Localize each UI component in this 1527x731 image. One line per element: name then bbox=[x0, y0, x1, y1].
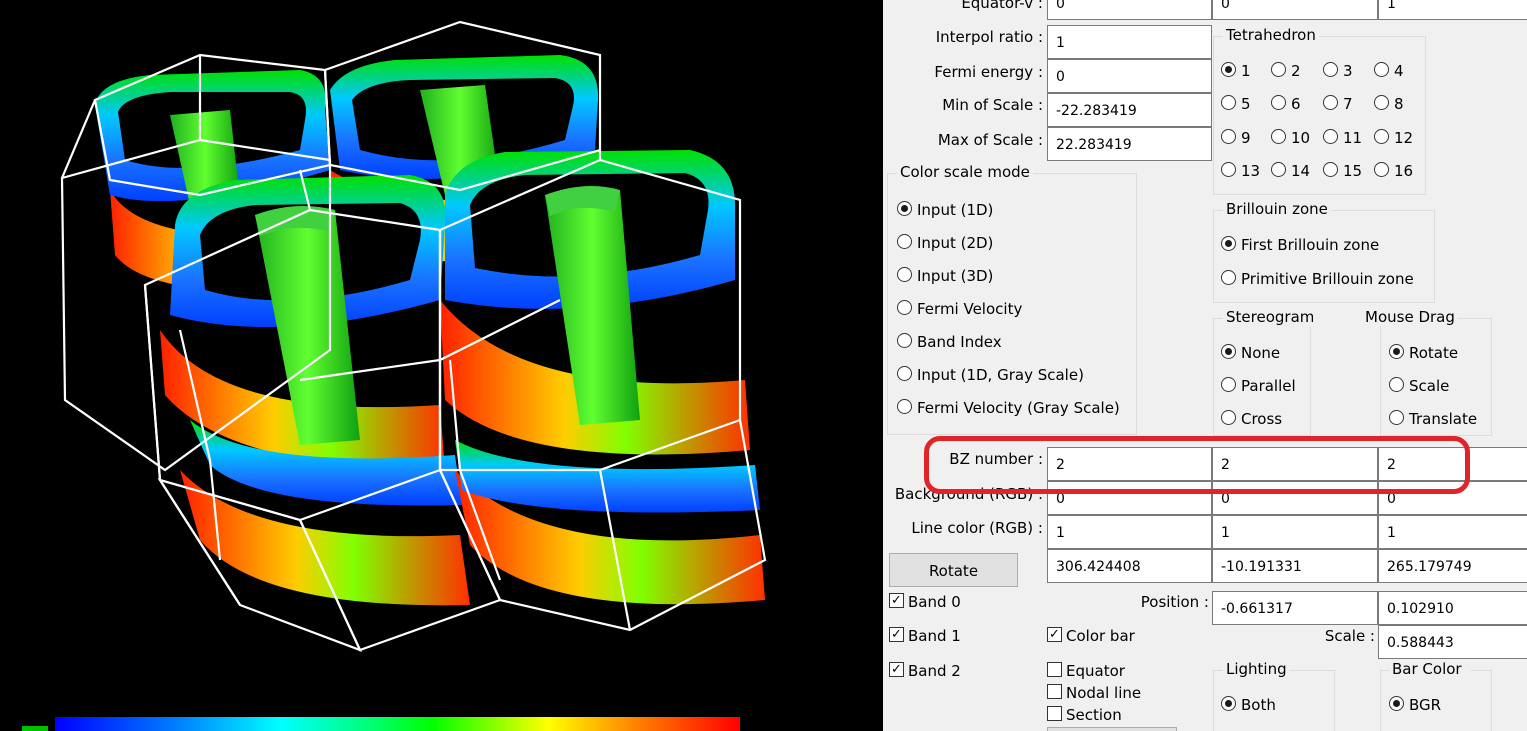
tetrahedron-option-6[interactable]: 6 bbox=[1271, 93, 1301, 115]
section-checkbox[interactable]: Section bbox=[1047, 704, 1122, 726]
bar-color-bgr[interactable]: BGR bbox=[1389, 694, 1441, 716]
rotate-input-y[interactable]: -10.191331 bbox=[1212, 549, 1378, 583]
tetrahedron-option-11[interactable]: 11 bbox=[1323, 127, 1362, 149]
equator-v-input-1[interactable]: 0 bbox=[1047, 0, 1212, 20]
background-rgb-input-g[interactable]: 0 bbox=[1212, 481, 1378, 515]
color-mode-input-1d-gray[interactable]: Input (1D, Gray Scale) bbox=[897, 364, 1084, 386]
bz-number-input-3[interactable]: 2 bbox=[1378, 447, 1527, 481]
tetrahedron-option-3[interactable]: 3 bbox=[1323, 60, 1353, 82]
rotate-input-x[interactable]: 306.424408 bbox=[1047, 549, 1212, 583]
bz-number-label: BZ number : bbox=[949, 450, 1043, 468]
line-color-input-g[interactable]: 1 bbox=[1212, 515, 1378, 549]
tetrahedron-option-10[interactable]: 10 bbox=[1271, 127, 1310, 149]
bz-number-input-2[interactable]: 2 bbox=[1212, 447, 1378, 481]
band-1-checkbox[interactable]: ✓ Band 1 bbox=[889, 625, 961, 647]
color-mode-fermi-velocity[interactable]: Fermi Velocity bbox=[897, 298, 1022, 320]
control-panel: Equator-v : 0 0 1 Interpol ratio : 1 Fer… bbox=[883, 0, 1527, 731]
tetrahedron-title: Tetrahedron bbox=[1223, 26, 1319, 44]
tetrahedron-option-13[interactable]: 13 bbox=[1221, 160, 1260, 182]
fermi-surface-render bbox=[60, 20, 767, 652]
interpol-ratio-input[interactable]: 1 bbox=[1047, 25, 1212, 59]
max-scale-input[interactable]: 22.283419 bbox=[1047, 127, 1212, 161]
bar-color-title: Bar Color bbox=[1389, 660, 1471, 678]
band-0-checkbox[interactable]: ✓ Band 0 bbox=[889, 591, 961, 613]
mouse-drag-title: Mouse Drag bbox=[1362, 308, 1458, 326]
tetrahedron-option-14[interactable]: 14 bbox=[1271, 160, 1310, 182]
rotate-input-z[interactable]: 265.179749 bbox=[1378, 549, 1527, 583]
tetrahedron-option-2[interactable]: 2 bbox=[1271, 60, 1301, 82]
color-mode-input-1d[interactable]: Input (1D) bbox=[897, 199, 993, 221]
line-color-label: Line color (RGB) : bbox=[911, 519, 1043, 537]
color-scale-marker bbox=[22, 726, 48, 731]
color-mode-fermi-velocity-gray[interactable]: Fermi Velocity (Gray Scale) bbox=[897, 397, 1120, 419]
color-scale-mode-title: Color scale mode bbox=[897, 163, 1033, 181]
bz-primitive-brillouin-zone[interactable]: Primitive Brillouin zone bbox=[1221, 268, 1414, 290]
background-rgb-input-r[interactable]: 0 bbox=[1047, 481, 1212, 515]
line-color-input-r[interactable]: 1 bbox=[1047, 515, 1212, 549]
equator-checkbox[interactable]: Equator bbox=[1047, 660, 1125, 682]
tetrahedron-group bbox=[1213, 36, 1426, 195]
tetrahedron-option-16[interactable]: 16 bbox=[1374, 160, 1413, 182]
rotate-button[interactable]: Rotate bbox=[889, 553, 1018, 587]
nodal-line-checkbox[interactable]: Nodal line bbox=[1047, 682, 1141, 704]
scale-label: Scale : bbox=[1324, 627, 1375, 645]
tetrahedron-option-1[interactable]: 1 bbox=[1221, 60, 1251, 82]
mouse-drag-rotate[interactable]: Rotate bbox=[1389, 342, 1458, 364]
tetrahedron-option-5[interactable]: 5 bbox=[1221, 93, 1251, 115]
stereogram-parallel[interactable]: Parallel bbox=[1221, 375, 1296, 397]
stereogram-title: Stereogram bbox=[1223, 308, 1313, 326]
line-color-input-b[interactable]: 1 bbox=[1378, 515, 1527, 549]
color-bar-checkbox[interactable]: ✓ Color bar bbox=[1047, 625, 1135, 647]
stereogram-cross[interactable]: Cross bbox=[1221, 408, 1282, 430]
scale-input[interactable]: 0.588443 bbox=[1378, 625, 1527, 659]
tetrahedron-option-4[interactable]: 4 bbox=[1374, 60, 1404, 82]
bz-number-input-1[interactable]: 2 bbox=[1047, 447, 1212, 481]
mouse-drag-translate[interactable]: Translate bbox=[1389, 408, 1477, 430]
min-scale-input[interactable]: -22.283419 bbox=[1047, 93, 1212, 127]
fermi-energy-input[interactable]: 0 bbox=[1047, 59, 1212, 93]
color-mode-band-index[interactable]: Band Index bbox=[897, 331, 1002, 353]
fermi-cell-front-right bbox=[440, 150, 765, 605]
bz-first-brillouin-zone[interactable]: First Brillouin zone bbox=[1221, 234, 1379, 256]
lighting-both[interactable]: Both bbox=[1221, 694, 1276, 716]
stereogram-none[interactable]: None bbox=[1221, 342, 1280, 364]
color-scale-bar bbox=[55, 717, 740, 731]
position-label: Position : bbox=[1140, 593, 1209, 611]
interpol-ratio-label: Interpol ratio : bbox=[935, 28, 1043, 46]
background-rgb-input-b[interactable]: 0 bbox=[1378, 481, 1527, 515]
tetrahedron-option-7[interactable]: 7 bbox=[1323, 93, 1353, 115]
band-2-checkbox[interactable]: ✓ Band 2 bbox=[889, 660, 961, 682]
tetrahedron-option-12[interactable]: 12 bbox=[1374, 127, 1413, 149]
lighting-title: Lighting bbox=[1223, 660, 1290, 678]
tetrahedron-option-8[interactable]: 8 bbox=[1374, 93, 1404, 115]
fermi-energy-label: Fermi energy : bbox=[934, 63, 1043, 81]
mouse-drag-scale[interactable]: Scale bbox=[1389, 375, 1449, 397]
hidden-button-edge[interactable] bbox=[1047, 727, 1177, 731]
position-input-x[interactable]: -0.661317 bbox=[1212, 591, 1378, 625]
color-mode-input-2d[interactable]: Input (2D) bbox=[897, 232, 993, 254]
equator-v-input-2[interactable]: 0 bbox=[1212, 0, 1378, 20]
color-mode-input-3d[interactable]: Input (3D) bbox=[897, 265, 993, 287]
position-input-y[interactable]: 0.102910 bbox=[1378, 591, 1527, 625]
brillouin-zone-title: Brillouin zone bbox=[1223, 200, 1331, 218]
max-scale-label: Max of Scale : bbox=[937, 131, 1043, 149]
tetrahedron-option-9[interactable]: 9 bbox=[1221, 127, 1251, 149]
tetrahedron-option-15[interactable]: 15 bbox=[1323, 160, 1362, 182]
fermi-surface-viewport[interactable] bbox=[0, 0, 883, 731]
fermi-cell-front-left bbox=[160, 175, 470, 606]
equator-v-input-3[interactable]: 1 bbox=[1378, 0, 1527, 20]
min-scale-label: Min of Scale : bbox=[942, 96, 1043, 114]
bz-number-highlight bbox=[924, 436, 1470, 494]
equator-v-label: Equator-v : bbox=[961, 0, 1043, 12]
brillouin-zone-wireframe bbox=[60, 20, 767, 652]
